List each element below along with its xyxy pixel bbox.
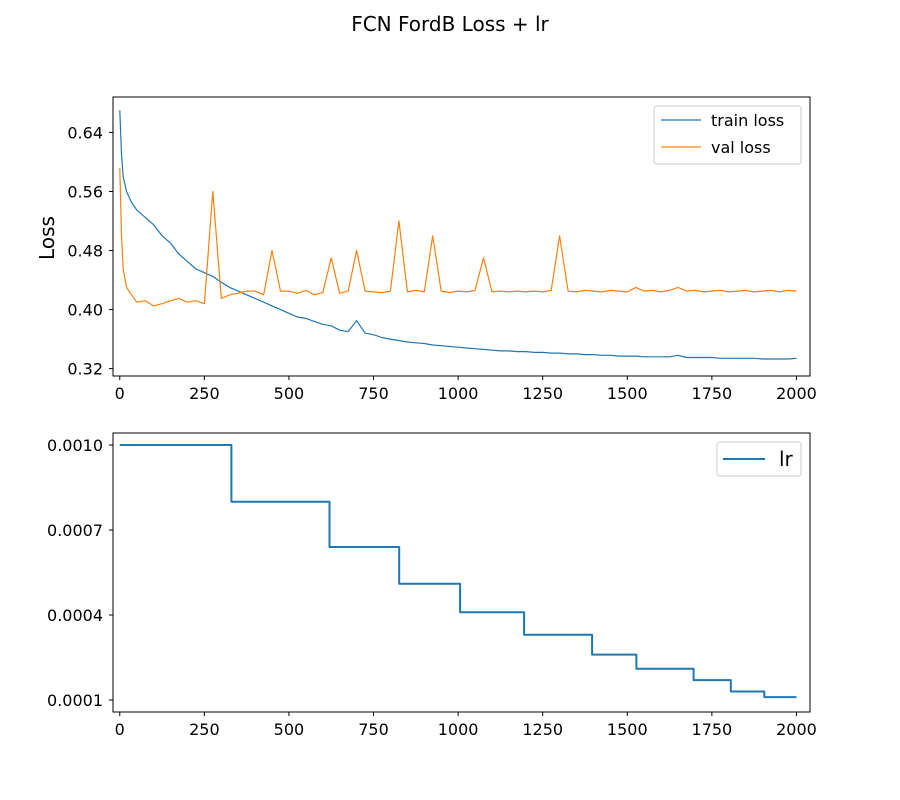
lr-plot-frame <box>112 432 811 713</box>
loss-x-tick-label: 0 <box>115 384 125 403</box>
loss-series-layer <box>119 110 797 360</box>
loss-x-tick-label: 1750 <box>692 384 733 403</box>
lr-y-tick-label: 0.0007 <box>47 521 103 540</box>
lr-x-tick-label: 750 <box>358 720 389 739</box>
loss-x-ticks: 0 250 500 750 1000 1250 1500 1750 2000 <box>115 376 817 403</box>
lr-y-tick-label: 0.0004 <box>47 606 103 625</box>
lr-x-tick-label: 250 <box>189 720 220 739</box>
loss-x-tick-label: 1000 <box>438 384 479 403</box>
lr-series-lr <box>119 444 797 699</box>
loss-x-tick-label: 2000 <box>776 384 817 403</box>
figure-title: FCN FordB Loss + lr <box>351 12 549 36</box>
lr-x-tick-label: 1000 <box>438 720 479 739</box>
loss-series-train-loss <box>119 110 797 360</box>
legend-label-train-loss: train loss <box>711 111 784 130</box>
lr-y-tick-label: 0.0001 <box>47 691 103 710</box>
loss-y-tick-label: 0.64 <box>67 123 103 142</box>
lr-x-tick-label: 0 <box>115 720 125 739</box>
loss-y-tick-label: 0.40 <box>67 301 103 320</box>
loss-x-tick-label: 500 <box>274 384 305 403</box>
lr-y-ticks: 0.0001 0.0004 0.0007 0.0010 <box>47 436 113 710</box>
loss-x-tick-label: 250 <box>189 384 220 403</box>
lr-series-layer <box>119 444 797 699</box>
loss-plot-frame <box>112 96 811 377</box>
loss-y-tick-label: 0.48 <box>67 242 103 261</box>
legend-label-val-loss: val loss <box>711 138 771 157</box>
lr-x-tick-label: 1250 <box>522 720 563 739</box>
lr-x-ticks: 0 250 500 750 1000 1250 1500 1750 2000 <box>115 712 817 739</box>
loss-y-tick-label: 0.56 <box>67 182 103 201</box>
loss-legend: train loss val loss <box>653 105 802 165</box>
loss-series-val-loss <box>119 167 797 307</box>
loss-y-tick-label: 0.32 <box>67 360 103 379</box>
lr-x-tick-label: 2000 <box>776 720 817 739</box>
loss-x-tick-label: 1500 <box>607 384 648 403</box>
loss-x-tick-label: 750 <box>358 384 389 403</box>
lr-subplot: 0 250 500 750 1000 1250 1500 1750 2000 0.00010.0… <box>47 432 817 739</box>
loss-y-axis-label: Loss <box>35 216 59 260</box>
loss-y-ticks: 0.32 0.40 0.48 0.56 0.64 <box>67 123 113 379</box>
lr-x-tick-label: 1500 <box>607 720 648 739</box>
lr-x-tick-label: 1750 <box>692 720 733 739</box>
loss-x-tick-label: 1250 <box>522 384 563 403</box>
lr-legend: lr <box>716 441 802 477</box>
lr-y-tick-label: 0.0010 <box>47 436 103 455</box>
legend-label-lr: lr <box>779 447 794 471</box>
lr-x-tick-label: 500 <box>274 720 305 739</box>
loss-subplot: Loss 0 250 500 750 1000 1250 1500 1750 2000 0.32… <box>35 96 817 403</box>
